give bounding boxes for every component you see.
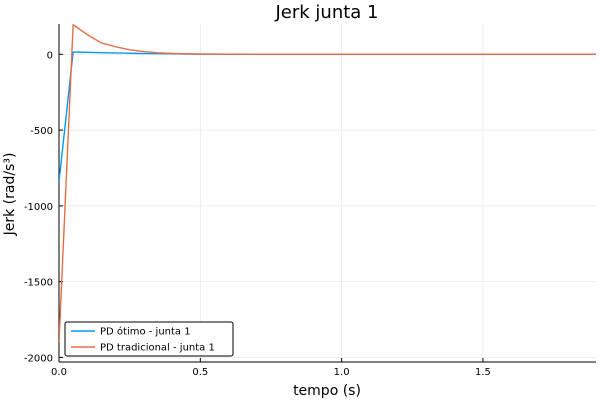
y-tick-label-3: -1500 — [24, 278, 53, 289]
series-line-1 — [59, 24, 596, 343]
y-tick-label-2: -1000 — [24, 202, 53, 213]
x-tick-label-0: 0.0 — [51, 367, 67, 378]
y-tick-label-1: -500 — [30, 126, 53, 137]
y-axis-title: Jerk (rad/s³) — [2, 153, 18, 237]
legend: PD ótimo - junta 1 PD tradicional - junta… — [64, 321, 234, 357]
legend-label-0: PD ótimo - junta 1 — [100, 326, 191, 338]
axes — [58, 24, 596, 363]
legend-label-1: PD tradicional - junta 1 — [100, 343, 215, 354]
series-layer — [59, 24, 596, 343]
chart-title: Jerk junta 1 — [274, 2, 378, 23]
y-tick-label-4: -2000 — [24, 353, 53, 364]
x-tick-label-1: 0.5 — [192, 367, 208, 378]
series-line-0 — [59, 51, 596, 182]
x-axis-title: tempo (s) — [293, 383, 361, 399]
grid-lines — [58, 24, 596, 362]
y-tick-label-0: 0 — [47, 50, 53, 61]
legend-box — [64, 321, 234, 357]
tick-labels: 0.0 0.5 1.0 1.5 0 -500 -1000 -1500 -2000 — [24, 50, 491, 378]
x-tick-label-3: 1.5 — [475, 367, 491, 378]
x-tick-label-2: 1.0 — [334, 367, 350, 378]
